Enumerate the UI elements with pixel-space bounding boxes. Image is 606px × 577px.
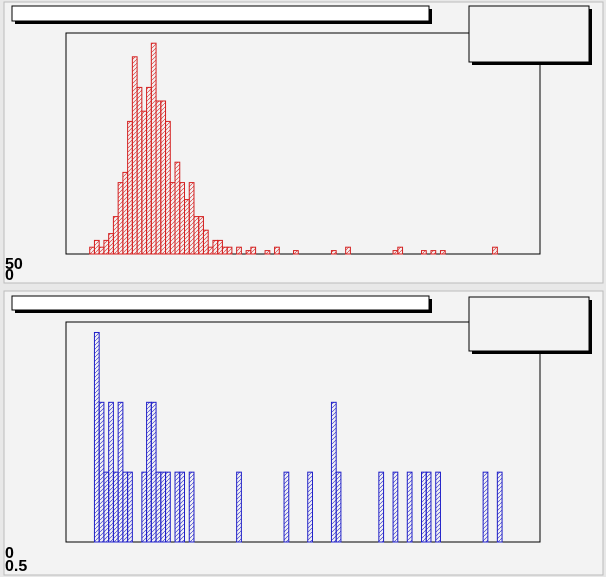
hist-bar (330, 250, 337, 255)
hist-bar (93, 239, 100, 255)
hist-bar (293, 250, 299, 255)
hist-bar (160, 471, 167, 543)
hist-bar (421, 471, 427, 543)
hist-bar (136, 86, 143, 255)
hist-bar (202, 229, 209, 255)
hist-bar (274, 246, 280, 255)
hist-bar (217, 239, 223, 255)
hist-bar (392, 250, 399, 255)
hist-bar (207, 246, 214, 255)
hist-bar (392, 471, 399, 543)
stats-box (468, 296, 590, 352)
hist-bar (307, 471, 313, 543)
title-box (11, 5, 430, 22)
hist-bar (198, 216, 204, 255)
hist-bar (179, 182, 185, 255)
hist-bar (131, 56, 138, 255)
hist-bar (122, 171, 129, 255)
hist-bar (425, 471, 432, 543)
stats-box (468, 5, 590, 63)
hist-bar (226, 246, 233, 255)
hist-bar (103, 239, 110, 255)
hist-bar (236, 246, 242, 255)
hist-bar (330, 401, 337, 543)
hist-bar (98, 246, 105, 255)
hist-bar (188, 471, 195, 543)
hist-bar (496, 471, 503, 543)
hist-bar (117, 401, 124, 543)
hist-bar (141, 471, 148, 543)
hist-bar (150, 42, 157, 255)
title-box (11, 295, 430, 311)
hist-bar (174, 471, 181, 543)
hist-bar (112, 216, 119, 255)
hist-bar (108, 401, 114, 543)
hist-bar (406, 471, 413, 543)
hist-bar (146, 401, 152, 543)
hist-bar (98, 401, 105, 543)
hist-bar (117, 182, 124, 255)
hist-bar (221, 246, 228, 255)
frame (65, 321, 541, 543)
hist-bar (179, 471, 185, 543)
hist-bar (188, 182, 195, 255)
hist-bar (89, 246, 95, 255)
hist-bar (421, 250, 427, 255)
hist-bar (122, 471, 129, 543)
hist-bar (264, 250, 271, 255)
hist-bar (397, 246, 404, 255)
y-tick-label: 0 (5, 267, 14, 284)
hist-bar (430, 250, 437, 255)
hist-bar (193, 216, 200, 255)
hist-bar (378, 471, 385, 543)
hist-bar (492, 246, 498, 255)
hist-bar (236, 471, 242, 543)
hist-bar (245, 250, 252, 255)
y-tick-label: 0.5 (5, 558, 27, 575)
hist-bar (174, 161, 181, 255)
hist-bar (108, 233, 114, 255)
hist-bar (165, 471, 171, 543)
hist-bar (165, 120, 171, 255)
hist-bar (184, 199, 190, 255)
hist-bar (150, 401, 157, 543)
hist-bar (283, 471, 290, 543)
hist-bar (482, 471, 489, 543)
hist-bar (335, 471, 342, 543)
hist-bar (160, 100, 167, 255)
hist-bar (103, 471, 110, 543)
hist-bar (435, 471, 441, 543)
hist-bar (93, 331, 100, 543)
hist-bar (127, 120, 133, 255)
hist-bar (439, 250, 446, 255)
hist-bar (141, 110, 148, 255)
hist-bar (127, 471, 133, 543)
hist-bar (146, 86, 152, 255)
hist-bar (155, 471, 162, 543)
y-tick-label: 50 (5, 256, 23, 273)
hist-bar (212, 239, 219, 255)
hist-bar (250, 246, 257, 255)
hist-bar (345, 246, 351, 255)
hist-bar (155, 100, 162, 255)
hist-bar (112, 471, 119, 543)
hist-bar (169, 182, 176, 255)
y-tick-label: 0 (5, 545, 14, 562)
